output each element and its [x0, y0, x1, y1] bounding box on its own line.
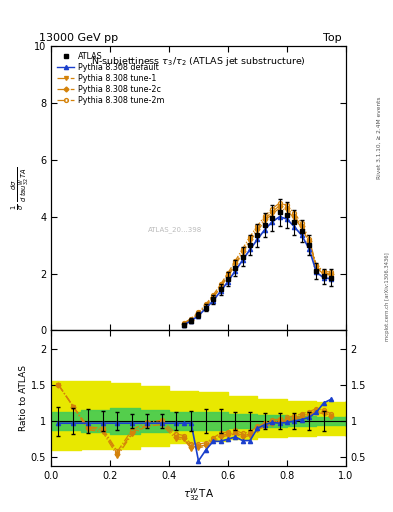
- Y-axis label: $\frac{1}{\sigma}$ $\frac{d\sigma}{d\,tau_{32}^W\,TA}$: $\frac{1}{\sigma}$ $\frac{d\sigma}{d\,ta…: [9, 166, 31, 210]
- Legend: ATLAS, Pythia 8.308 default, Pythia 8.308 tune-1, Pythia 8.308 tune-2c, Pythia 8: ATLAS, Pythia 8.308 default, Pythia 8.30…: [55, 50, 166, 106]
- Text: N-subjettiness $\tau_3/\tau_2$ (ATLAS jet substructure): N-subjettiness $\tau_3/\tau_2$ (ATLAS je…: [91, 55, 306, 68]
- X-axis label: $\tau_{32}^W$TA: $\tau_{32}^W$TA: [183, 486, 214, 503]
- Text: Rivet 3.1.10, ≥ 2.4M events: Rivet 3.1.10, ≥ 2.4M events: [377, 97, 382, 180]
- Text: Top: Top: [323, 33, 342, 44]
- Text: 13000 GeV pp: 13000 GeV pp: [39, 33, 118, 44]
- Text: mcplot.cern.ch [arXiv:1306.3436]: mcplot.cern.ch [arXiv:1306.3436]: [385, 252, 389, 342]
- Y-axis label: Ratio to ATLAS: Ratio to ATLAS: [19, 365, 28, 431]
- Text: ATLAS_20...398: ATLAS_20...398: [148, 226, 202, 232]
